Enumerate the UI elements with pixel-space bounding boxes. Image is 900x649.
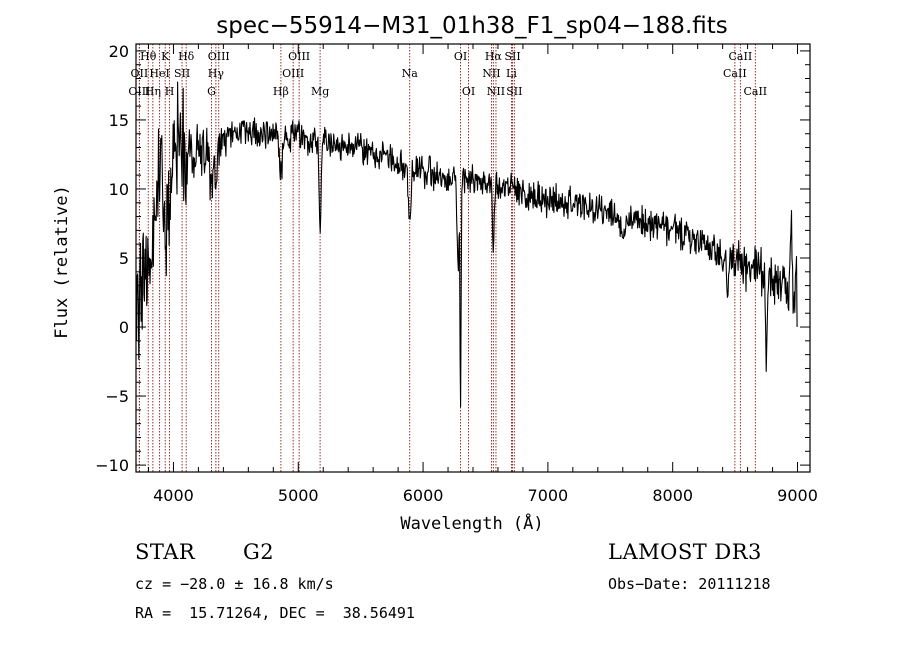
- spectral-line-label-0: Hθ: [140, 50, 157, 63]
- x-tick-label-4: 8000: [652, 486, 693, 505]
- spectrum-series-line: [135, 81, 798, 408]
- x-tick-label-5: 9000: [777, 486, 818, 505]
- spectral-line-label-22: SII: [504, 50, 520, 63]
- spectral-line-label-7: H: [165, 85, 175, 98]
- chart-title: spec−55914−M31_01h38_F1_sp04−188.fits: [216, 13, 728, 39]
- object-class: STAR: [135, 540, 196, 564]
- spectral-line-label-4: HeI: [149, 67, 169, 80]
- spectral-line-label-2: OIII: [128, 85, 150, 98]
- redshift-velocity: cz = −28.0 ± 16.8 km/s: [135, 575, 334, 593]
- axis-ticks: [136, 44, 810, 472]
- spectral-line-label-23: Li: [506, 67, 517, 80]
- spectral-line-label-26: CaII: [723, 67, 747, 80]
- spectral-line-label-8: Hδ: [178, 50, 195, 63]
- y-axis-label: Flux (relative): [52, 185, 72, 339]
- y-tick-label-5: 15: [109, 111, 129, 130]
- y-tick-label-6: 20: [109, 42, 129, 61]
- spectral-line-labels: Hθ OII OIII K HeI Hη SII H Hδ OIII Hγ G Hβ OIII OIII Mg…: [128, 50, 767, 98]
- spectral-line-label-10: Hγ: [208, 67, 225, 80]
- spectral-line-label-20: NII: [482, 67, 500, 80]
- spectral-line-label-24: SII: [506, 85, 522, 98]
- spectral-line-label-17: OI: [454, 50, 467, 63]
- spectral-line-markers: [138, 44, 756, 472]
- x-axis-label: Wavelength (Å): [400, 512, 543, 534]
- spectral-line-label-15: Mg: [311, 85, 329, 98]
- y-tick-label-0: −10: [95, 456, 129, 475]
- spectral-line-label-3: K: [161, 50, 170, 63]
- x-tick-label-0: 4000: [153, 486, 194, 505]
- observation-date: Obs−Date: 20111218: [608, 575, 771, 593]
- sky-coordinates: RA = 15.71264, DEC = 38.56491: [135, 604, 415, 622]
- spectral-line-label-25: CaII: [729, 50, 753, 63]
- y-tick-label-3: 5: [119, 249, 129, 268]
- y-tick-label-2: 0: [119, 318, 129, 337]
- spectral-line-label-21: NII: [487, 85, 505, 98]
- survey-name: LAMOST DR3: [608, 540, 762, 564]
- y-tick-label-1: −5: [105, 387, 129, 406]
- x-tick-label-2: 6000: [403, 486, 444, 505]
- x-tick-label-1: 5000: [278, 486, 319, 505]
- spectral-line-label-6: SII: [174, 67, 190, 80]
- x-tick-labels: 4000 5000 6000 7000 8000 9000: [153, 486, 818, 505]
- spectral-line-label-18: OI: [462, 85, 475, 98]
- x-tick-label-3: 7000: [528, 486, 569, 505]
- y-tick-label-4: 10: [109, 180, 129, 199]
- spectral-line-label-27: CaII: [743, 85, 767, 98]
- spectral-line-label-11: G: [207, 85, 216, 98]
- spectral-line-label-13: OIII: [288, 50, 310, 63]
- object-subclass: G2: [243, 540, 275, 564]
- spectral-line-label-19: Hα: [485, 50, 503, 63]
- spectral-line-label-12: Hβ: [273, 85, 289, 98]
- spectral-line-label-14: OIII: [282, 67, 304, 80]
- spectral-line-label-9: OIII: [208, 50, 230, 63]
- spectral-line-label-16: Na: [402, 67, 419, 80]
- y-tick-labels: −10 −5 0 5 10 15 20: [95, 42, 129, 475]
- spectral-line-label-5: Hη: [145, 85, 161, 98]
- spectral-line-label-1: OII: [131, 67, 149, 80]
